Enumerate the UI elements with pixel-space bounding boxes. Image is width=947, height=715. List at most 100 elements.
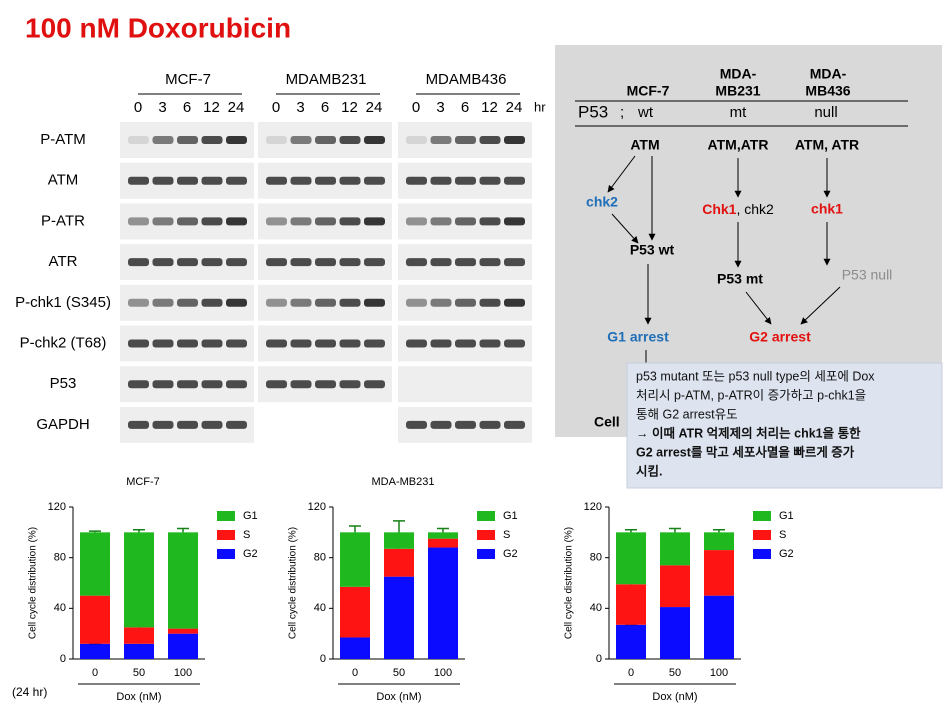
legend-swatch: [477, 511, 495, 521]
band: [504, 176, 525, 185]
bar-segment: [660, 565, 690, 608]
x-tick-label: 50: [133, 667, 145, 679]
x-tick-label: 100: [434, 667, 452, 679]
note-line: G2 arrest를 막고 세포사멸을 빠르게 증가: [636, 444, 855, 459]
band: [504, 258, 525, 267]
band: [479, 136, 501, 144]
bar-segment: [704, 595, 734, 659]
protein-label: ATR: [49, 253, 78, 270]
x-tick-label: 100: [710, 667, 728, 679]
error-bar: [177, 527, 189, 533]
legend-label: G2: [243, 548, 258, 560]
bar-segment: [384, 532, 414, 549]
bar-segment: [428, 532, 458, 539]
band: [266, 339, 287, 348]
band: [364, 380, 385, 389]
band: [479, 217, 501, 226]
band: [177, 258, 198, 267]
band: [364, 217, 385, 226]
y-axis-label: Cell cycle distribution (%): [288, 527, 299, 639]
g1-arrest: G1 arrest: [607, 329, 669, 345]
error-bar: [393, 520, 405, 533]
band: [504, 136, 525, 144]
band: [128, 339, 149, 348]
band: [455, 258, 476, 267]
y-tick-label: 40: [54, 602, 66, 614]
p53-null: P53 null: [842, 267, 893, 283]
note-line: p53 mutant 또는 p53 null type의 세포에 Dox: [636, 369, 875, 383]
band: [479, 339, 501, 348]
chk2: , chk2: [736, 201, 774, 217]
time-label: 24: [228, 99, 245, 116]
legend-swatch: [753, 511, 771, 521]
band: [315, 176, 336, 185]
cell-line: MDAMB436: [426, 71, 507, 88]
y-tick-label: 120: [584, 501, 602, 513]
bar-segment: [704, 550, 734, 596]
slide-title: 100 nM Doxorubicin: [25, 12, 291, 43]
x-axis-label: Dox (nM): [116, 691, 161, 703]
band: [290, 298, 312, 307]
legend-label: G1: [779, 510, 794, 522]
band: [504, 420, 525, 429]
band: [128, 380, 149, 389]
bar-chart: MCF-7 0 40 80 120 Cell cycle distribution (%)…: [28, 476, 258, 703]
band: [226, 298, 247, 307]
bar-segment: [340, 637, 370, 659]
cell: Cell: [594, 414, 620, 430]
band: [152, 298, 174, 307]
band: [504, 339, 525, 348]
sensor: ATM, ATR: [795, 137, 859, 153]
bar-segment: [168, 532, 198, 629]
chk1: chk1: [811, 201, 843, 217]
time-label: 6: [461, 99, 469, 116]
band: [177, 298, 198, 307]
band: [177, 339, 198, 348]
band: [226, 136, 247, 144]
band: [290, 258, 312, 267]
band: [315, 298, 336, 307]
arrows: [607, 155, 841, 365]
band: [315, 136, 336, 144]
band: [266, 217, 287, 226]
band: [479, 420, 501, 429]
protein-label: P53: [50, 375, 77, 392]
cell-line: MDAMB231: [286, 71, 367, 88]
chk1: Chk1: [702, 201, 736, 217]
bar-segment: [80, 595, 110, 644]
time-label: 12: [341, 99, 358, 116]
band: [128, 176, 149, 185]
error-bar: [669, 527, 681, 533]
band: [406, 217, 427, 226]
error-bar: [625, 529, 637, 533]
y-tick-label: 80: [54, 552, 66, 564]
bar-segment: [704, 532, 734, 551]
error-bar: [349, 525, 361, 533]
band: [364, 258, 385, 267]
band: [226, 217, 247, 226]
time-label: 0: [412, 99, 420, 116]
protein-label: ATM: [48, 172, 79, 189]
y-tick-label: 120: [308, 501, 326, 513]
y-tick-label: 0: [596, 653, 602, 665]
band: [201, 420, 223, 429]
band: [479, 258, 501, 267]
note-line: 통해 G2 arrest유도: [636, 407, 738, 421]
x-tick-label: 0: [628, 667, 634, 679]
note: p53 mutant 또는 p53 null type의 세포에 Dox 처리시 …: [636, 369, 875, 478]
bar-segment: [616, 624, 646, 659]
band: [364, 339, 385, 348]
bar-segment: [168, 628, 198, 634]
charts: MCF-7 0 40 80 120 Cell cycle distribution (%)…: [28, 476, 794, 703]
y-axis-label: Cell cycle distribution (%): [564, 527, 575, 639]
chk2: chk2: [586, 194, 618, 210]
y-tick-label: 80: [590, 552, 602, 564]
band: [177, 176, 198, 185]
note-box: [626, 362, 943, 489]
error-bar: [89, 530, 101, 533]
column-header: MDA-: [810, 66, 847, 82]
band: [226, 339, 247, 348]
column-header: MB436: [805, 83, 850, 99]
y-tick-label: 0: [320, 653, 326, 665]
time-label: 3: [296, 99, 304, 116]
